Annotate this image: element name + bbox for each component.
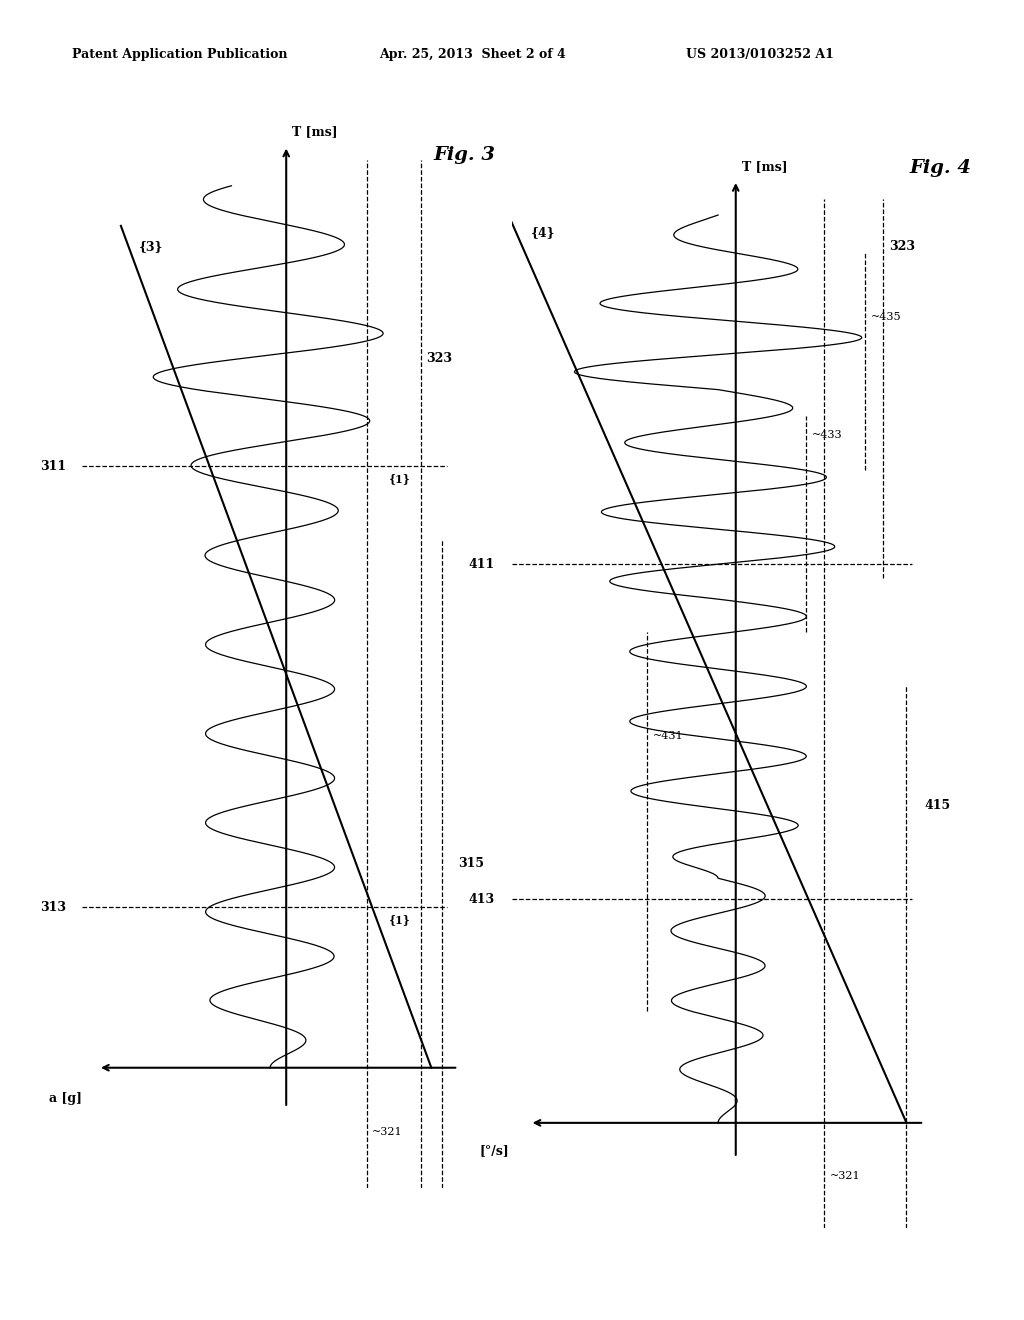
Text: 311: 311 (40, 459, 66, 473)
Text: ~433: ~433 (812, 430, 843, 441)
Text: 323: 323 (889, 240, 914, 253)
Text: Fig. 4: Fig. 4 (909, 160, 971, 177)
Text: Patent Application Publication: Patent Application Publication (72, 48, 287, 61)
Text: 313: 313 (40, 900, 66, 913)
Text: US 2013/0103252 A1: US 2013/0103252 A1 (686, 48, 834, 61)
Text: 411: 411 (468, 557, 495, 570)
Text: ~321: ~321 (829, 1171, 860, 1180)
Text: 323: 323 (426, 352, 452, 366)
Text: {4}: {4} (529, 226, 554, 239)
Text: 415: 415 (924, 799, 950, 812)
Text: [°/s]: [°/s] (479, 1144, 509, 1156)
Text: Fig. 3: Fig. 3 (434, 145, 496, 164)
Text: 315: 315 (459, 857, 484, 870)
Text: 413: 413 (468, 892, 495, 906)
Text: T [ms]: T [ms] (292, 124, 337, 137)
Text: ~321: ~321 (373, 1127, 402, 1137)
Text: Apr. 25, 2013  Sheet 2 of 4: Apr. 25, 2013 Sheet 2 of 4 (379, 48, 565, 61)
Text: {3}: {3} (138, 240, 162, 253)
Text: {1}: {1} (388, 915, 411, 925)
Text: ~435: ~435 (871, 312, 902, 322)
Text: a [g]: a [g] (49, 1092, 82, 1105)
Text: ~431: ~431 (653, 731, 684, 741)
Text: T [ms]: T [ms] (741, 160, 787, 173)
Text: {1}: {1} (388, 474, 411, 484)
